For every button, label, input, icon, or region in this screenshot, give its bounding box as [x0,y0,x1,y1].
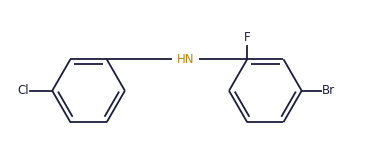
Text: HN: HN [177,53,194,66]
Text: Br: Br [322,84,335,97]
Text: F: F [244,31,250,44]
Text: Cl: Cl [18,84,29,97]
